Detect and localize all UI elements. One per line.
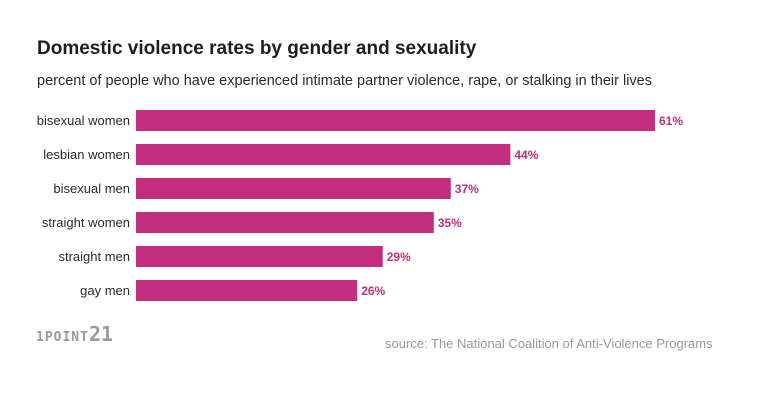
category-label: lesbian women [43, 147, 130, 162]
value-label: 44% [514, 148, 538, 162]
value-label: 35% [438, 216, 462, 230]
category-label: straight men [58, 249, 130, 264]
bar [136, 280, 358, 301]
bar [136, 110, 655, 131]
category-label: bisexual women [37, 113, 130, 128]
bar [136, 178, 451, 199]
value-label: 26% [361, 284, 385, 298]
chart-subtitle: percent of people who have experienced i… [37, 73, 652, 89]
value-label: 37% [455, 182, 479, 196]
source-note: source: The National Coalition of Anti-V… [385, 336, 713, 351]
logo-text-big: 21 [88, 322, 114, 346]
brand-logo: 1POINT21 [36, 324, 113, 344]
logo-text-small: 1POINT [36, 330, 89, 345]
bar [136, 212, 434, 233]
bar [136, 246, 383, 267]
category-label: gay men [80, 283, 130, 298]
category-label: bisexual men [53, 181, 130, 196]
bar [136, 144, 511, 165]
chart-title: Domestic violence rates by gender and se… [37, 38, 477, 59]
value-label: 29% [387, 250, 411, 264]
category-label: straight women [42, 215, 130, 230]
value-label: 61% [659, 114, 683, 128]
